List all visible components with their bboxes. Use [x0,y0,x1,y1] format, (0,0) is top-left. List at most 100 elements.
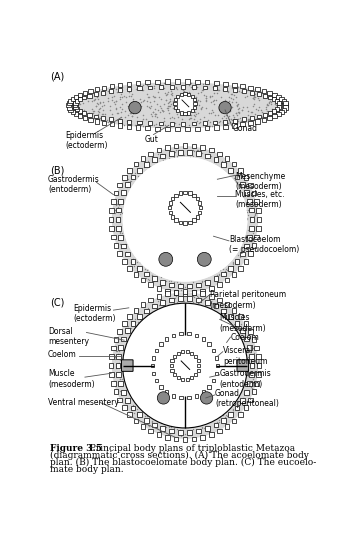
Point [232,381,238,390]
Point [230,259,236,268]
Circle shape [180,99,190,108]
Point [202,158,207,166]
Point [223,158,228,167]
Point [153,213,159,222]
Point [222,162,228,171]
Point [210,267,216,276]
Bar [152,372,155,375]
Point [225,173,230,182]
Point [92,107,97,115]
Point [196,345,202,354]
Point [208,407,213,416]
Bar [256,226,261,231]
Point [194,82,200,91]
Point [216,270,221,279]
Point [228,354,234,362]
Bar [109,363,113,368]
Point [180,224,185,233]
Point [79,106,84,115]
Point [160,314,165,323]
Point [152,395,157,404]
Point [190,97,195,106]
Text: Epidermis
(ectoderm): Epidermis (ectoderm) [66,131,108,150]
Point [96,108,102,117]
Point [225,356,230,364]
Point [220,328,226,337]
Point [155,397,161,405]
Point [116,214,121,222]
Circle shape [153,333,217,398]
Point [199,343,204,351]
Point [189,370,195,379]
Point [147,243,153,251]
Point [186,376,192,385]
Point [210,166,215,175]
Point [155,88,161,97]
Point [154,100,160,108]
Point [217,228,223,237]
Point [131,318,137,327]
Point [248,237,253,245]
Point [167,308,172,317]
Point [166,184,172,193]
Point [146,264,151,273]
Bar [248,183,253,187]
Point [128,85,134,94]
Point [127,345,132,354]
Point [181,89,187,98]
Point [217,118,222,126]
Point [170,295,175,304]
Point [155,150,161,159]
Bar [83,91,87,95]
Point [167,335,173,344]
Point [178,212,183,220]
Point [169,259,174,268]
Bar [66,103,71,107]
Point [252,92,258,101]
Point [212,381,217,390]
Bar [192,144,196,148]
Point [158,416,163,425]
Point [163,336,169,345]
Point [185,405,191,413]
Point [189,103,194,112]
Bar [101,91,105,95]
Point [220,399,226,408]
FancyBboxPatch shape [237,360,248,372]
Point [95,100,100,109]
Point [156,154,161,163]
Point [233,92,239,101]
Point [240,102,246,111]
Point [133,361,139,370]
Point [225,87,231,96]
Point [170,218,175,227]
Point [195,412,201,421]
Point [198,268,203,277]
Point [142,353,148,361]
Point [179,100,184,108]
Point [155,264,161,273]
Point [237,343,243,352]
Point [227,118,233,126]
Point [155,163,160,172]
Point [176,120,182,128]
Point [234,234,239,243]
Point [232,218,238,226]
Point [208,242,213,250]
Point [245,356,251,365]
Point [187,178,192,187]
Point [154,254,159,263]
Point [236,191,242,200]
Point [200,182,206,191]
Point [114,200,120,209]
Point [177,196,183,205]
Bar [187,332,191,335]
Point [151,370,156,379]
Point [177,347,183,356]
Bar [193,102,197,106]
Point [119,244,124,252]
Bar [262,89,266,93]
Point [259,106,264,114]
Point [138,371,144,380]
Point [132,242,137,251]
